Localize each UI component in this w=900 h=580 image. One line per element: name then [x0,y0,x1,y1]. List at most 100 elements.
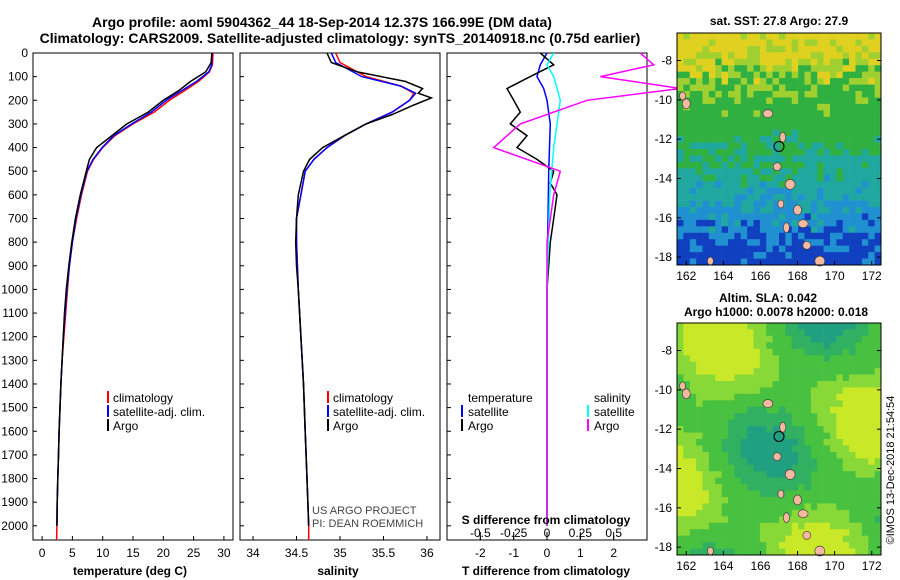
map-cell [842,355,850,362]
map-cell [868,58,875,66]
map-cell [823,39,831,47]
map-cell [874,393,882,401]
map-cell [823,451,831,459]
map-cell [759,71,767,79]
map-cell [683,33,691,40]
map-cell [823,65,831,72]
map-cell [785,400,793,408]
map-cell [798,78,805,85]
map-cell [747,497,754,504]
map-cell [817,103,824,111]
map-cell [721,232,729,240]
map-cell [849,232,856,240]
map-cell [779,503,786,511]
map-cell [785,168,793,176]
map-cell [849,522,856,530]
map-cell [836,329,844,337]
map-cell [849,226,856,234]
map-cell [836,439,844,446]
map-cell [759,348,767,356]
map-cell [689,406,697,414]
map-cell [677,161,684,169]
map-cell [791,374,799,382]
map-cell [759,406,767,414]
map-cell [715,323,722,330]
map-cell [696,503,703,511]
map-cell [849,471,856,478]
map-cell [728,187,735,195]
map-cell [874,451,882,459]
depth-tick-label: 2000 [1,519,28,533]
map-cell [779,458,786,466]
map-cell [696,239,703,246]
map-cell [740,136,748,143]
map-cell [785,161,793,169]
map-cell [836,33,844,40]
map-cell [874,45,882,53]
map-cell [702,232,710,240]
map-cell [861,548,869,556]
map-cell [817,213,824,221]
map-cell [772,181,780,188]
map-cell [747,381,754,388]
map-cell [874,142,882,150]
map-cell [753,136,761,143]
depth-tick-label: 1200 [1,330,28,344]
map-cell [798,258,805,266]
map-cell [702,535,710,543]
map-cell [747,542,754,549]
map-cell [855,219,863,227]
map-cell [683,194,691,201]
island-shape [707,256,714,266]
map-cell [823,161,831,169]
map-cell [810,503,818,511]
map-cell [708,207,716,214]
map-cell [830,39,837,47]
map-cell [785,323,793,330]
map-cell [689,542,697,549]
map-cell [728,426,735,433]
sst-map-title: sat. SST: 27.8 Argo: 27.9 [710,14,849,28]
map-cell [804,149,812,156]
map-cell [868,39,875,47]
map-cell [855,136,863,143]
map-cell [715,355,722,362]
map-cell [874,432,882,440]
map-cell [740,123,748,130]
legend-satellite-label: satellite-adj. clim. [333,405,425,419]
map-cell [677,503,684,511]
map-cell [785,484,793,491]
map-cell [715,529,722,536]
map-cell [753,329,761,337]
map-cell [683,516,691,524]
map-cell [842,45,850,53]
map-cell [830,194,837,201]
map-cell [689,503,697,511]
map-cell [810,471,818,478]
map-cell [861,445,869,453]
map-cell [677,471,684,478]
map-cell [734,535,742,543]
map-cell [861,207,869,214]
map-cell [689,239,697,246]
map-x-tick-label: 162 [676,559,696,573]
map-cell [721,136,729,143]
map-cell [759,187,767,195]
map-cell [702,464,710,472]
map-cell [747,84,754,92]
map-cell [753,348,761,356]
map-cell [817,116,824,124]
map-cell [830,503,837,511]
map-cell [810,174,818,182]
map-cell [849,181,856,188]
map-cell [683,136,691,143]
map-cell [708,149,716,156]
map-cell [677,368,684,375]
map-cell [855,258,863,266]
map-cell [849,71,856,79]
map-cell [715,116,722,124]
map-cell [696,342,703,350]
map-cell [823,110,831,118]
map-cell [779,451,786,459]
map-cell [861,361,869,369]
